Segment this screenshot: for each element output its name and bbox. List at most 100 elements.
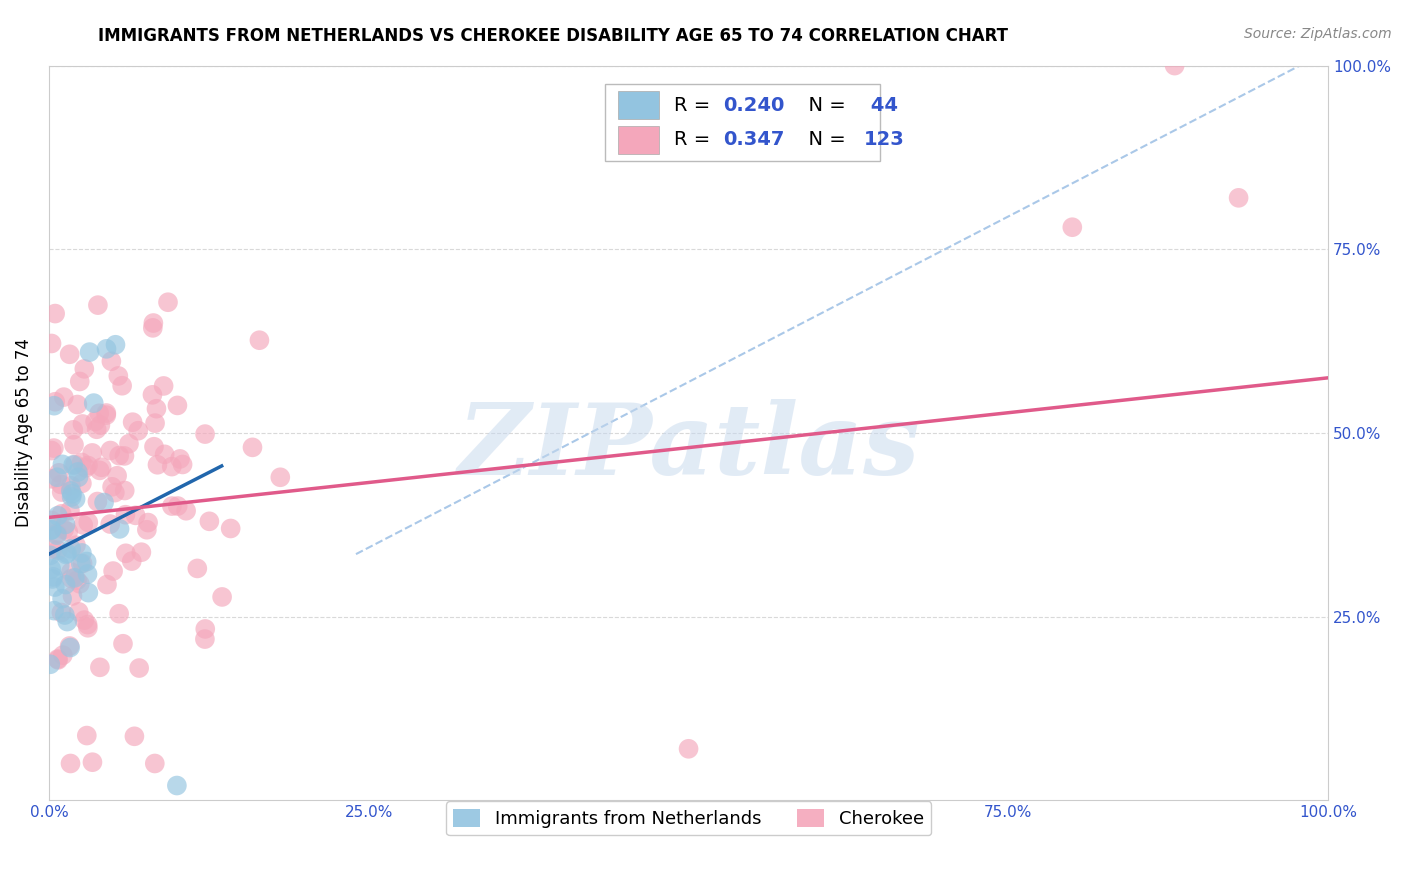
Point <box>41 572 63 586</box>
Point <box>42 399 65 413</box>
Point <box>108 449 131 463</box>
Point <box>114 483 136 498</box>
Point <box>41 513 63 527</box>
Point <box>96 577 118 591</box>
Point <box>73 362 96 376</box>
Point <box>194 427 217 442</box>
Point <box>42 570 65 584</box>
Point <box>66 465 89 479</box>
Y-axis label: Disability Age 65 to 74: Disability Age 65 to 74 <box>15 338 32 527</box>
Point <box>46 526 69 541</box>
Point <box>39 657 62 672</box>
Point <box>86 494 108 508</box>
Point <box>60 490 83 504</box>
Point <box>65 538 87 552</box>
Point <box>135 523 157 537</box>
Point <box>160 459 183 474</box>
Point <box>98 516 121 531</box>
Point <box>63 438 86 452</box>
Point <box>156 295 179 310</box>
Point <box>76 617 98 632</box>
Point <box>145 401 167 416</box>
Point <box>62 458 84 472</box>
Point <box>169 451 191 466</box>
Point <box>87 298 110 312</box>
Point <box>152 379 174 393</box>
Point <box>82 446 104 460</box>
Point <box>89 463 111 477</box>
Point <box>46 653 69 667</box>
Point <box>146 458 169 472</box>
Text: IMMIGRANTS FROM NETHERLANDS VS CHEROKEE DISABILITY AGE 65 TO 74 CORRELATION CHAR: IMMIGRANTS FROM NETHERLANDS VS CHEROKEE … <box>98 27 1008 45</box>
Point <box>153 447 176 461</box>
Point <box>70 476 93 491</box>
Point <box>44 580 66 594</box>
Point <box>143 756 166 771</box>
Point <box>73 613 96 627</box>
Point <box>51 606 73 620</box>
Point <box>72 557 94 571</box>
Point <box>142 321 165 335</box>
Point <box>219 521 242 535</box>
Point <box>59 504 82 518</box>
Point <box>142 316 165 330</box>
Point <box>39 523 62 537</box>
Point <box>58 524 80 539</box>
Point <box>166 499 188 513</box>
Point <box>49 477 72 491</box>
Point <box>160 499 183 513</box>
Point <box>82 755 104 769</box>
Point <box>56 546 79 560</box>
Point <box>242 441 264 455</box>
Point <box>111 637 134 651</box>
Text: 0.347: 0.347 <box>723 130 785 149</box>
Point <box>96 342 118 356</box>
Point <box>108 522 131 536</box>
Point <box>108 607 131 621</box>
Point <box>51 591 73 606</box>
Text: 44: 44 <box>863 95 898 115</box>
Point <box>70 546 93 560</box>
Point <box>67 470 90 484</box>
Point <box>60 571 83 585</box>
Point <box>53 607 76 622</box>
Point <box>59 565 82 579</box>
Point <box>55 577 77 591</box>
Point <box>1062 220 1084 235</box>
Point <box>93 495 115 509</box>
Point <box>69 375 91 389</box>
Point <box>41 443 63 458</box>
Point <box>59 479 82 493</box>
Point <box>48 558 70 573</box>
Point <box>194 632 217 646</box>
Point <box>1227 191 1250 205</box>
Text: ZIPatlas: ZIPatlas <box>457 400 920 496</box>
Point <box>75 460 97 475</box>
Point <box>83 396 105 410</box>
Point <box>42 604 65 618</box>
Point <box>46 652 69 666</box>
Point <box>63 458 86 472</box>
Point <box>172 458 194 472</box>
Point <box>105 468 128 483</box>
Point <box>100 443 122 458</box>
Point <box>114 449 136 463</box>
Point <box>63 571 86 585</box>
Text: N =: N = <box>796 95 852 115</box>
Point <box>186 561 208 575</box>
Point <box>111 378 134 392</box>
FancyBboxPatch shape <box>619 91 659 120</box>
Point <box>77 585 100 599</box>
Point <box>66 397 89 411</box>
Point <box>211 590 233 604</box>
Point <box>55 517 77 532</box>
Text: R =: R = <box>675 130 717 149</box>
Text: 123: 123 <box>863 130 904 149</box>
Point <box>90 460 112 475</box>
Point <box>41 336 63 351</box>
Point <box>60 541 83 556</box>
Point <box>48 466 70 480</box>
Point <box>67 605 90 619</box>
Point <box>118 436 141 450</box>
Point <box>76 567 98 582</box>
